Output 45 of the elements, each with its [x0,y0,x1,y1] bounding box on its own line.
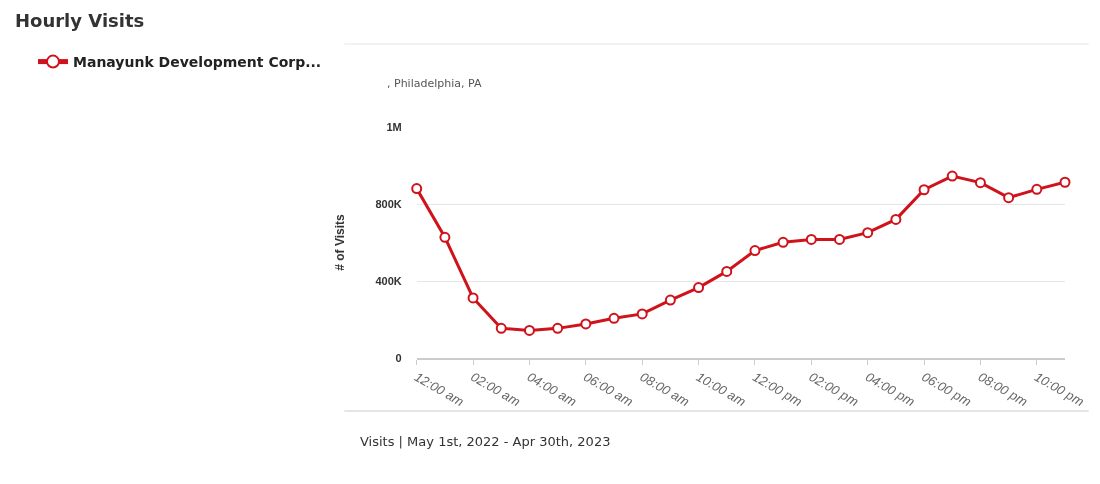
point [1059,176,1071,188]
point [1003,192,1015,204]
text: , Philadelphia, PA [387,77,482,90]
x-tick-label: 06:00 pm [919,369,974,410]
point [439,231,451,243]
point [693,282,705,294]
point [495,322,507,334]
text: Visits | May 1st, 2022 - Apr 30th, 2023 [360,434,611,449]
point [1031,183,1043,195]
legend-label: Manayunk Development Corp... [73,54,322,71]
point [523,324,535,336]
y-axis-title: # of Visits [332,213,347,271]
point [467,292,479,304]
point [946,170,958,182]
x-tick-label: 04:00 pm [862,369,918,410]
point [805,233,817,245]
x-tick-label: 06:00 am [581,369,636,410]
x-tick-label: 12:00 am [411,369,467,410]
x-tick-label: 04:00 am [524,369,580,410]
point [552,322,564,334]
point [918,184,930,196]
y-tick-label: 400K [375,274,402,287]
x-tick-label: 12:00 pm [750,369,805,410]
point [777,236,789,248]
point [721,265,733,277]
y-tick-label: 1M [386,120,402,133]
x-tick-label: 02:00 pm [806,369,862,410]
point [890,213,902,225]
point [862,227,874,239]
x-tick-label: 08:00 am [637,369,693,410]
point [608,312,620,324]
point [580,318,592,330]
x-tick-label: 02:00 am [468,369,523,410]
point [749,245,761,257]
x-tick-label: 10:00 pm [1032,369,1087,410]
point [664,294,676,306]
y-tick-label: 0 [395,351,402,364]
text: Hourly Visits [15,10,145,32]
x-tick-label: 08:00 pm [975,369,1031,410]
point [834,233,846,245]
y-tick-label: 800K [375,197,402,210]
point [974,177,986,189]
point [636,308,648,320]
point [411,183,423,195]
x-tick-label: 10:00 am [693,369,749,410]
